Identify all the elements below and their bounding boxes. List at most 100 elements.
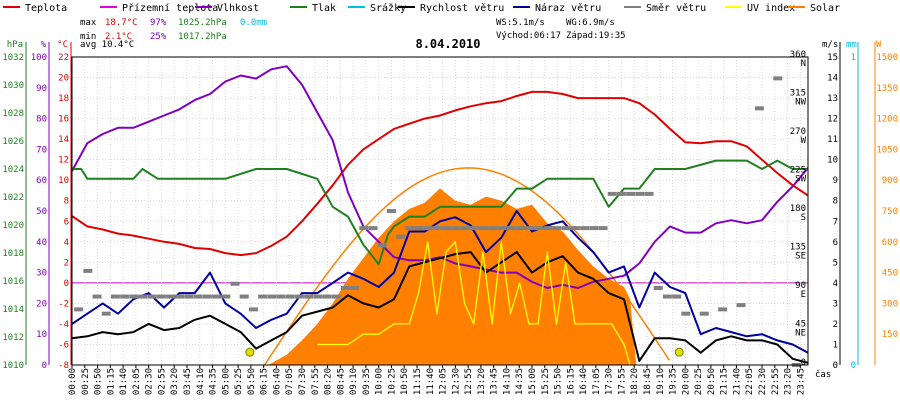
legend-label: Směr větru <box>646 2 706 14</box>
tick-label: 12 <box>58 156 69 166</box>
stat-value: min <box>80 32 96 42</box>
wind-direction-point <box>138 294 148 299</box>
time-label: 07:05 <box>285 368 295 395</box>
wind-direction-point <box>524 226 534 231</box>
time-label: 05:25 <box>234 368 244 395</box>
uv-line <box>317 241 631 366</box>
series-line <box>71 210 809 354</box>
axis-unit: hPa <box>7 40 23 50</box>
wind-direction-point <box>322 294 332 299</box>
direction-degree: 90 <box>795 281 806 291</box>
wind-direction-point <box>423 226 433 231</box>
time-label: 18:20 <box>630 368 640 395</box>
time-label: 03:20 <box>170 368 180 395</box>
time-label: 02:05 <box>132 368 142 395</box>
tick-label: 1030 <box>2 81 24 91</box>
wind-direction-point <box>396 234 406 239</box>
tick-label: 10 <box>58 176 69 186</box>
tick-label: 0 <box>851 361 856 371</box>
wind-direction-point <box>193 294 203 299</box>
tick-label: 1012 <box>2 333 24 343</box>
wind-direction-point <box>120 294 130 299</box>
time-label: 01:40 <box>119 368 129 395</box>
time-label: 02:30 <box>145 368 155 395</box>
time-label: 10:25 <box>387 368 397 395</box>
stat-value: max <box>80 18 97 28</box>
tick-label: 8 <box>833 197 838 207</box>
tick-label: 450 <box>882 269 898 279</box>
time-label: 00:25 <box>81 368 91 395</box>
wind-direction-point <box>515 226 525 231</box>
wind-direction-point <box>285 294 295 299</box>
time-axis-label: čas <box>815 369 831 380</box>
tick-label: 1500 <box>876 53 898 63</box>
tick-label: 3 <box>833 299 838 309</box>
wind-direction-point <box>616 191 626 196</box>
legend-item: UV index <box>725 3 795 14</box>
wind-direction-point <box>644 191 654 196</box>
tick-label: 20 <box>58 74 69 84</box>
time-label: 23:45 <box>796 368 806 395</box>
time-label: 22:05 <box>745 368 755 395</box>
tick-label: 750 <box>882 207 898 217</box>
wind-direction-point <box>386 209 396 213</box>
tick-label: 18 <box>58 94 69 104</box>
stat-value: 25% <box>150 32 167 42</box>
wind-direction-point <box>534 226 544 231</box>
wind-direction-point <box>754 106 764 111</box>
tick-label: 1200 <box>876 115 898 125</box>
tick-label: 40 <box>36 238 47 248</box>
tick-label: 8 <box>64 197 69 207</box>
wind-direction-point <box>570 226 580 231</box>
tick-label: 1050 <box>876 145 898 155</box>
time-label: 14:35 <box>515 368 525 395</box>
time-label: 23:20 <box>784 368 794 395</box>
tick-label: 1350 <box>876 84 898 94</box>
tick-label: -2 <box>58 299 69 309</box>
wind-direction-point <box>488 226 498 231</box>
wind-direction-point <box>350 286 360 290</box>
wind-direction-point <box>736 303 746 308</box>
tick-label: 1016 <box>2 277 24 287</box>
tick-label: 12 <box>827 115 838 125</box>
tick-label: 1018 <box>2 249 24 259</box>
axis-unit: mm <box>846 40 857 50</box>
time-label: 04:10 <box>196 368 206 395</box>
legend-label: Srážky <box>370 2 406 14</box>
wind-direction-point <box>552 226 562 231</box>
time-label: 04:35 <box>209 368 219 395</box>
axis-unit: % <box>41 40 47 50</box>
tick-label: 6 <box>833 238 838 248</box>
series-line <box>71 251 809 364</box>
direction-degree: 270 <box>790 127 806 137</box>
tick-label: 60 <box>36 176 47 186</box>
tick-label: 2 <box>64 258 69 268</box>
tick-label: 1020 <box>2 221 24 231</box>
tick-label: 6 <box>64 217 69 227</box>
time-label: 12:05 <box>439 368 449 395</box>
tick-label: 11 <box>827 135 838 145</box>
time-label: 22:30 <box>758 368 768 395</box>
legend-label: Přízemní teplota <box>122 2 218 14</box>
tick-label: 90 <box>36 84 47 94</box>
time-label: 07:55 <box>311 368 321 395</box>
time-label: 09:35 <box>362 368 372 395</box>
tick-label: 1026 <box>2 137 24 147</box>
wind-direction-point <box>414 226 424 231</box>
solar-area <box>268 188 808 365</box>
tick-label: 2 <box>833 320 838 330</box>
legend-label: UV index <box>747 3 795 14</box>
wind-direction-point <box>662 294 672 299</box>
tick-label: 150 <box>882 330 898 340</box>
tick-label: 10 <box>36 330 47 340</box>
direction-degree: 360 <box>790 50 806 60</box>
wind-direction-point <box>74 307 84 312</box>
time-label: 13:20 <box>477 368 487 395</box>
tick-label: 22 <box>58 53 69 63</box>
tick-label: 600 <box>882 238 898 248</box>
legend-item: Směr větru <box>624 2 706 14</box>
legend-label: Solar <box>810 3 840 14</box>
wind-direction-point <box>451 226 461 231</box>
wind-direction-point <box>699 311 709 316</box>
